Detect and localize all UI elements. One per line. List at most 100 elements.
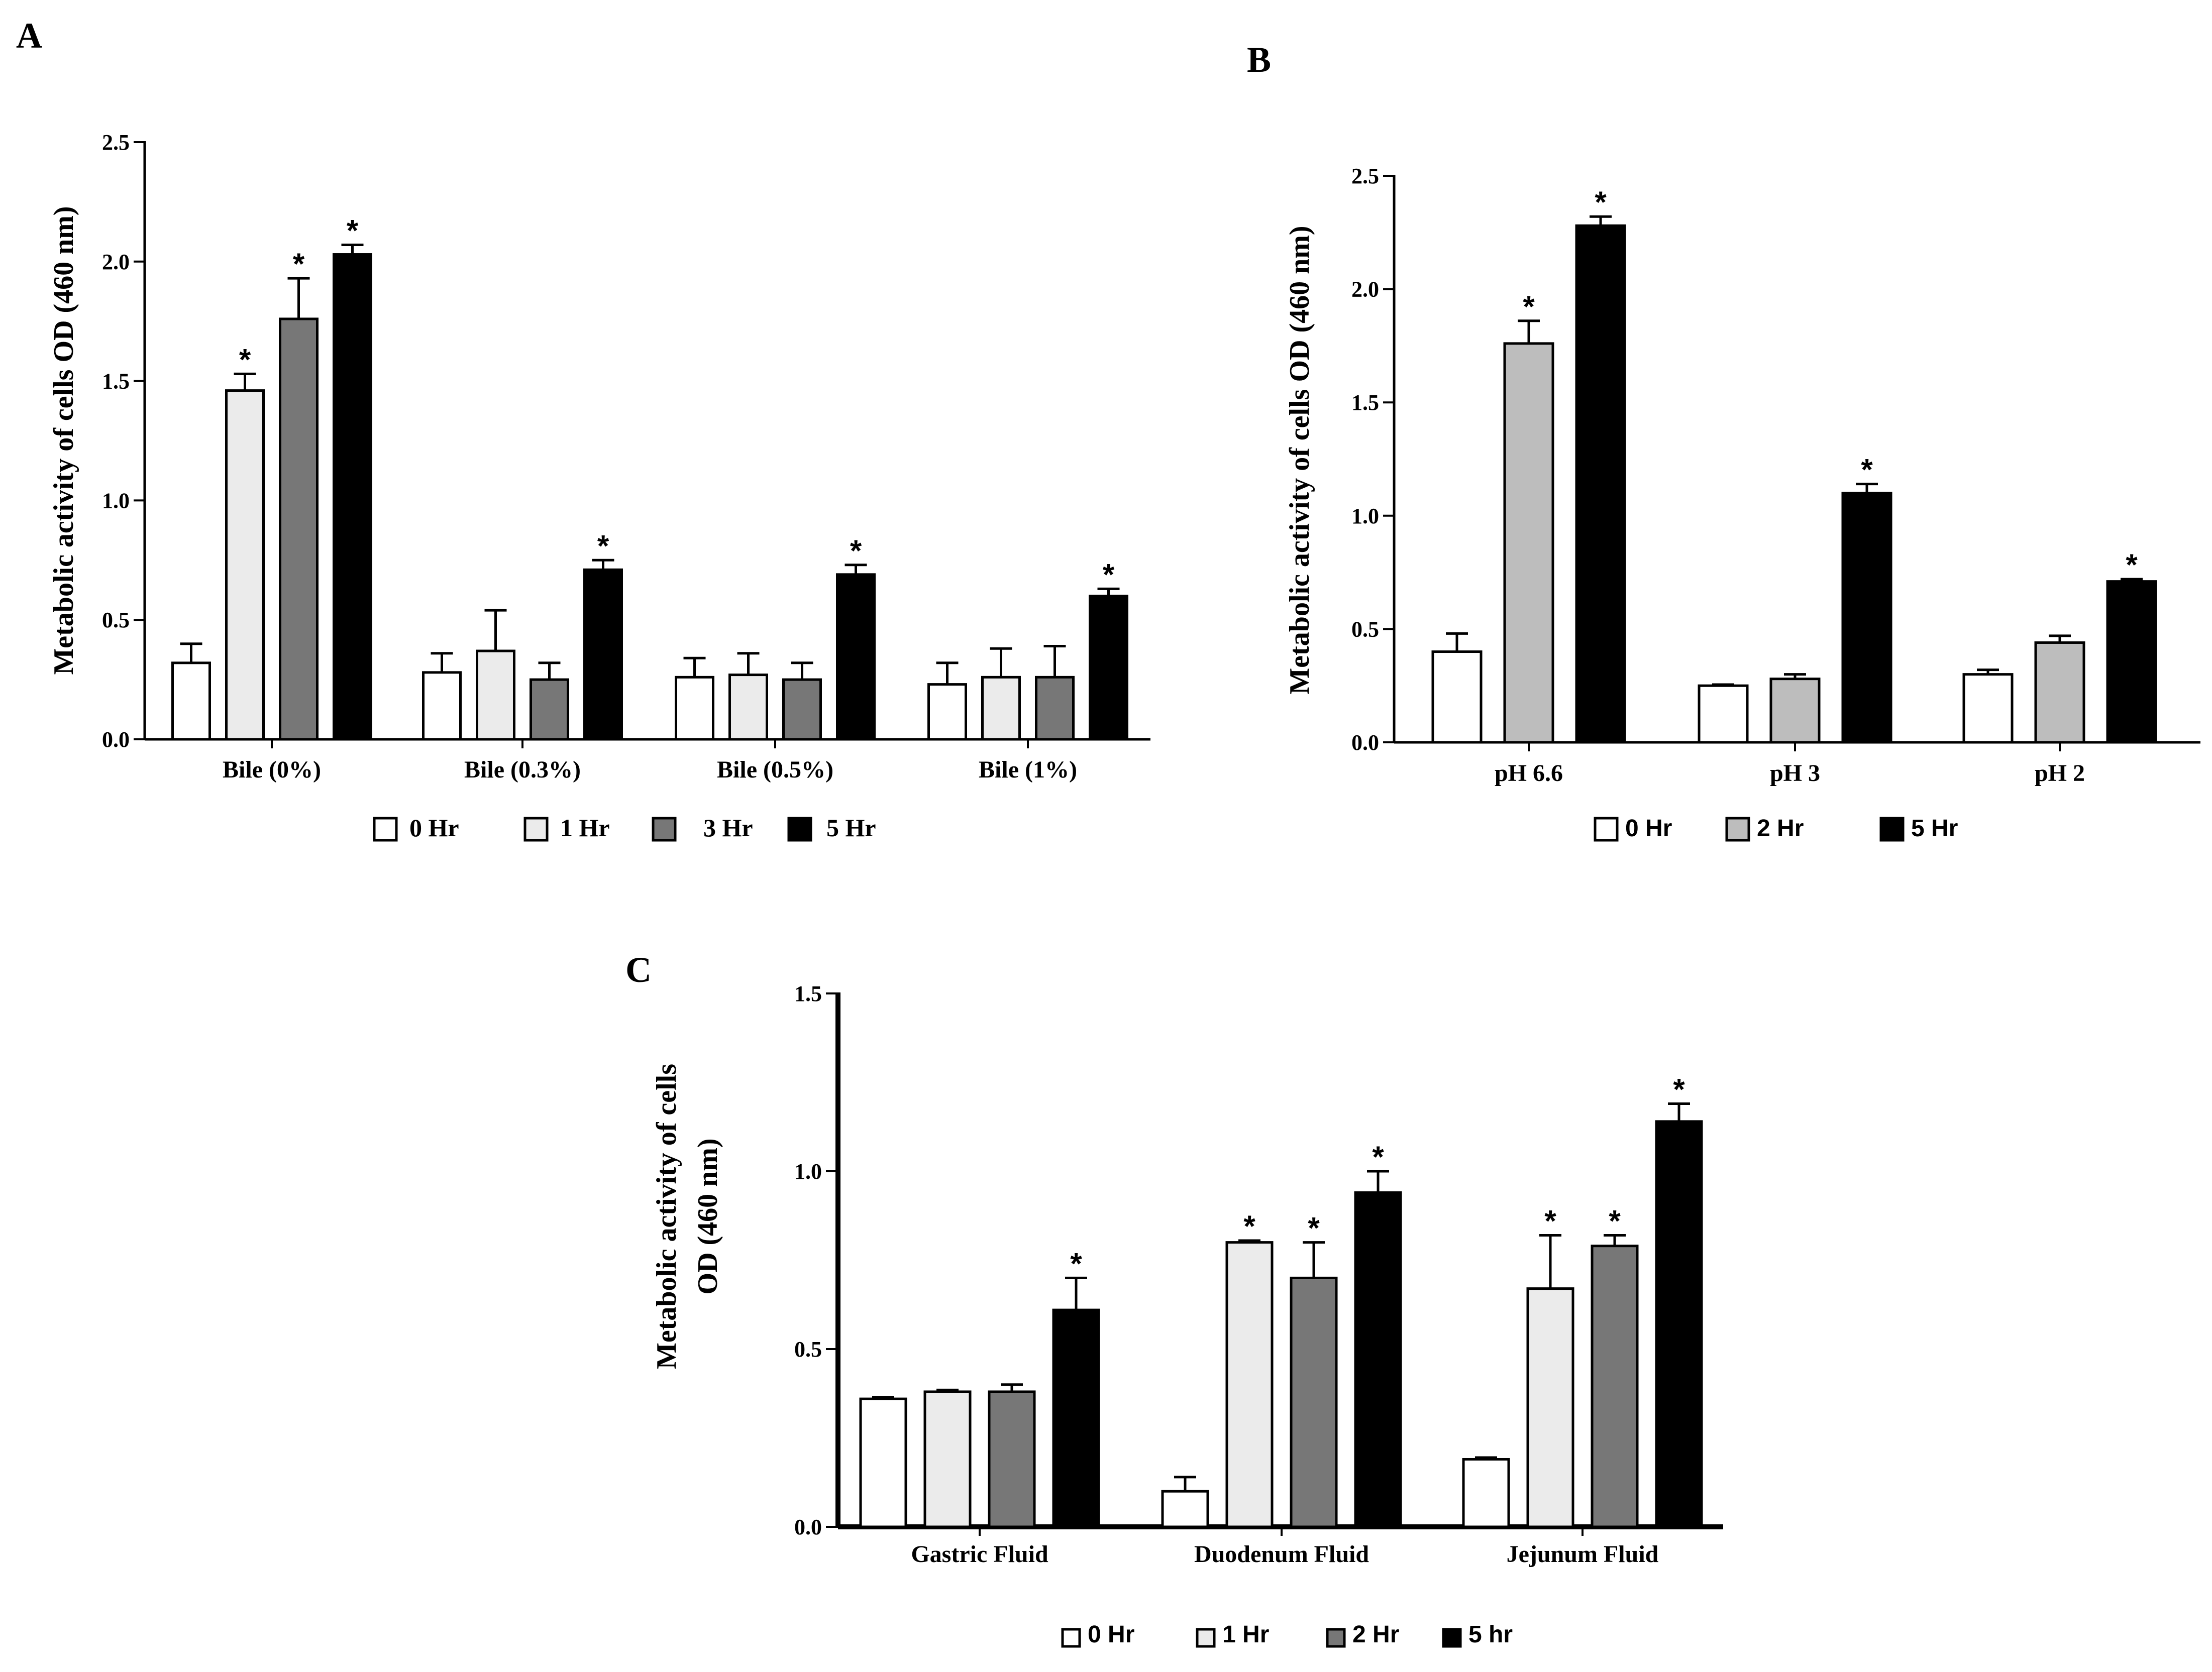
chart-panel-a: 0.0 0.5 1.0 1.5 2.0 2.5 Metabolic activity of …: [48, 130, 1150, 842]
legend-swatch: [787, 817, 812, 842]
y-tick-label: 2.5: [102, 130, 130, 155]
legend-label: 0 Hr: [409, 814, 459, 842]
y-tick-label: 1.0: [1351, 504, 1379, 528]
x-category-label: Bile (0%): [223, 756, 321, 783]
legend-swatch: [1594, 817, 1619, 842]
bar: [2106, 580, 2157, 744]
bar: [1575, 224, 1626, 744]
legend-label: 1 Hr: [560, 814, 610, 842]
legend-swatch: [1061, 1628, 1081, 1648]
x-category-label: pH 6.6: [1495, 760, 1563, 787]
y-tick-label: 1.5: [794, 981, 822, 1006]
bar: [1290, 1276, 1338, 1528]
legend-label: 0 Hr: [1088, 1621, 1134, 1648]
chart-panel-c: 0.0 0.5 1.0 1.5 Metabolic activity of cells O…: [651, 981, 1723, 1648]
legend-swatch: [373, 817, 398, 842]
panel-letter-c: C: [625, 950, 652, 990]
legend-swatch: [523, 817, 549, 842]
significance-star: *: [1673, 1072, 1685, 1106]
significance-star: *: [1308, 1211, 1320, 1245]
bar: [2034, 641, 2085, 744]
bar: [1591, 1245, 1639, 1528]
x-category-label: Bile (1%): [979, 756, 1077, 783]
x-category-label: Duodenum Fluid: [1194, 1541, 1369, 1568]
legend-label: 5 Hr: [1911, 815, 1958, 842]
y-tick-label: 2.0: [1351, 277, 1379, 302]
x-category-label: Bile (0.5%): [717, 756, 833, 783]
bar: [1698, 684, 1749, 744]
bar: [171, 661, 211, 741]
chart-panel-b: 0.0 0.5 1.0 1.5 2.0 2.5 Metabolic activity of …: [1284, 164, 2200, 842]
bar: [476, 649, 515, 741]
bar: [859, 1397, 907, 1528]
bar: [1161, 1490, 1209, 1528]
significance-star: *: [850, 534, 862, 568]
x-category-label: Gastric Fluid: [911, 1541, 1048, 1568]
bar: [1841, 492, 1892, 744]
y-tick-label: 2.0: [102, 250, 130, 274]
y-tick-label: 2.5: [1351, 164, 1379, 188]
legend-label: 1 Hr: [1222, 1621, 1269, 1648]
bar: [1462, 1458, 1510, 1528]
bar: [1035, 676, 1075, 741]
bar: [1052, 1308, 1100, 1528]
bar: [583, 568, 623, 741]
y-tick-label: 0.0: [1351, 730, 1379, 755]
significance-star: *: [1609, 1204, 1621, 1238]
bar: [225, 389, 265, 741]
y-tick-label: 0.5: [794, 1337, 822, 1362]
significance-star: *: [1070, 1247, 1082, 1280]
significance-star: *: [1523, 290, 1535, 323]
y-tick-label: 1.0: [794, 1159, 822, 1184]
bar: [1962, 673, 2014, 744]
bar: [1431, 650, 1483, 744]
bar: [675, 676, 714, 741]
legend-swatch: [652, 817, 677, 842]
significance-star: *: [239, 343, 251, 376]
bar: [279, 317, 319, 741]
bar: [988, 1390, 1036, 1528]
x-category-label: pH 3: [1770, 760, 1820, 787]
bar: [1354, 1191, 1402, 1528]
bar: [728, 674, 768, 741]
y-axis-label: OD (460 nm): [692, 1138, 723, 1294]
bar: [782, 678, 822, 741]
significance-star: *: [1243, 1209, 1255, 1243]
legend-label: 5 hr: [1468, 1621, 1513, 1648]
significance-star: *: [597, 529, 609, 563]
legend-label: 5 Hr: [826, 814, 876, 842]
legend-label: 3 Hr: [703, 814, 753, 842]
bar: [530, 678, 569, 741]
y-tick-label: 0.0: [794, 1515, 822, 1539]
y-axis-label: Metabolic activity of cells OD (460 nm): [48, 206, 79, 675]
legend-swatch: [1196, 1628, 1216, 1648]
x-category-label: Jejunum Fluid: [1507, 1541, 1659, 1568]
x-category-label: Bile (0.3%): [464, 756, 581, 783]
bar: [333, 253, 372, 741]
panel-letter-a: A: [16, 16, 42, 56]
bar: [981, 676, 1021, 741]
legend-label: 2 Hr: [1352, 1621, 1399, 1648]
significance-star: *: [347, 214, 359, 248]
legend-label: 2 Hr: [1757, 815, 1804, 842]
y-tick-label: 0.0: [102, 727, 130, 752]
bar: [1526, 1287, 1574, 1528]
bar: [1655, 1120, 1703, 1528]
bar: [1089, 595, 1128, 741]
significance-star: *: [1595, 185, 1607, 219]
bar: [1769, 678, 1821, 744]
y-tick-label: 0.5: [1351, 617, 1379, 641]
legend-swatch: [1879, 817, 1905, 842]
y-tick-label: 1.5: [1351, 390, 1379, 415]
y-tick-label: 1.5: [102, 369, 130, 394]
panel-letter-b: B: [1247, 40, 1271, 80]
significance-star: *: [1372, 1140, 1384, 1174]
significance-star: *: [1103, 558, 1115, 591]
legend-swatch: [1326, 1628, 1346, 1648]
x-category-label: pH 2: [2035, 760, 2085, 787]
y-tick-label: 1.0: [102, 488, 130, 513]
significance-star: *: [1544, 1204, 1556, 1238]
y-axis-label: Metabolic activity of cells OD (460 nm): [1284, 226, 1315, 694]
y-tick-label: 0.5: [102, 608, 130, 632]
